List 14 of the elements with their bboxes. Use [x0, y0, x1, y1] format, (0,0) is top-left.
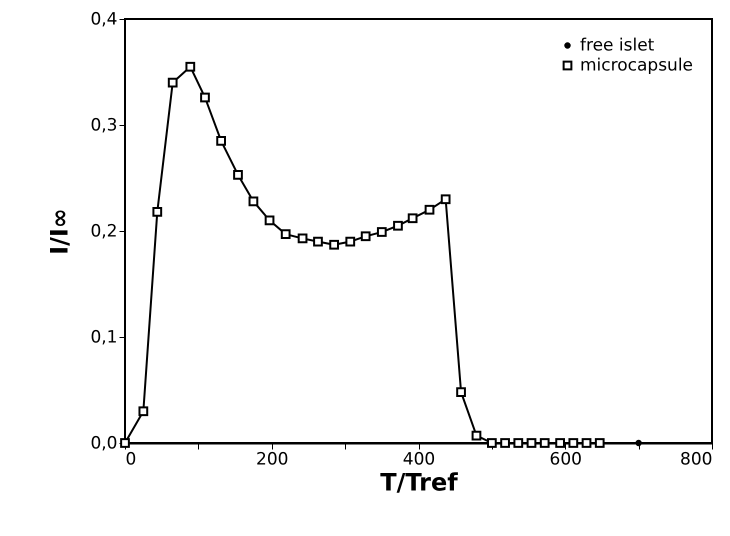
y-tick-label: 0,2: [90, 222, 118, 242]
y-tick-label: 0,3: [90, 116, 118, 136]
y-tick-label: 0,4: [90, 10, 118, 30]
legend-label: free islet: [580, 36, 655, 56]
x-tick-label: 0: [126, 450, 136, 470]
y-axis-title: I/I∞: [45, 208, 74, 255]
legend-label: microcapsule: [580, 56, 694, 76]
x-tick-label: 400: [402, 450, 436, 470]
x-tick-label: 200: [256, 450, 288, 470]
x-tick-label: 600: [550, 450, 582, 470]
x-tick-label: 800: [680, 450, 712, 470]
y-tick-label: 0,1: [90, 328, 118, 348]
y-tick-label: 0,0: [90, 434, 118, 454]
x-axis-title: T/Tref: [380, 468, 458, 496]
